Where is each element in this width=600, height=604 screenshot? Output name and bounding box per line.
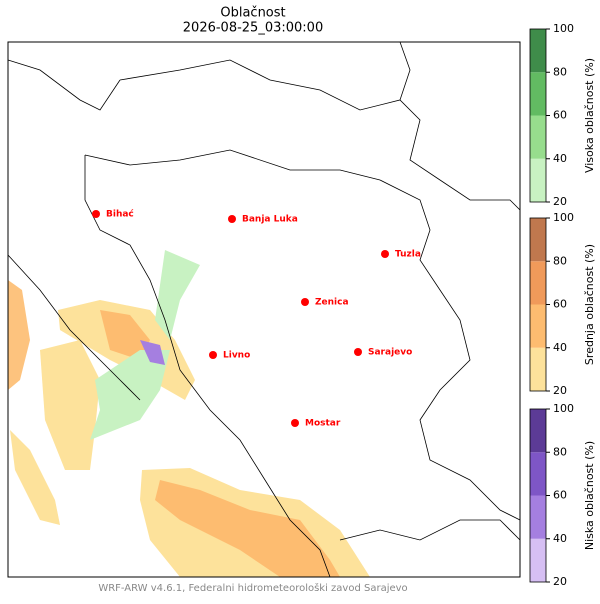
- footer: WRF-ARW v4.6.1, Federalni hidrometeorolo…: [98, 582, 407, 594]
- colorbar-tick-label: 100: [553, 211, 574, 224]
- colorbar-band: [530, 495, 546, 539]
- city-marker: [381, 250, 389, 258]
- title: Oblačnost: [220, 6, 285, 21]
- cloud-area: [8, 280, 30, 390]
- colorbar-tick-label: 20: [553, 575, 567, 588]
- border: [84, 149, 521, 521]
- colorbar-band: [530, 409, 546, 453]
- city-marker: [301, 298, 309, 306]
- city-label: Sarajevo: [368, 348, 412, 358]
- cloud-areas: [8, 250, 370, 577]
- city-label: Bihać: [106, 209, 134, 220]
- colorbar-band: [530, 347, 546, 391]
- cloud-area: [100, 310, 150, 360]
- border: [7, 59, 121, 111]
- colorbar-band: [530, 115, 546, 159]
- cloud-area: [40, 340, 100, 470]
- colorbar-band: [530, 158, 546, 202]
- colorbar-label: Niska oblačnost (%): [583, 441, 596, 550]
- city-label: Tuzla: [395, 250, 421, 260]
- borders: [7, 41, 521, 578]
- colorbar-tick-label: 60: [553, 298, 567, 311]
- coastline: [7, 254, 141, 401]
- border: [339, 519, 521, 541]
- colorbar-tick-label: 20: [553, 384, 567, 397]
- city-label: Zenica: [315, 298, 349, 308]
- city-marker: [354, 348, 362, 356]
- city-marker: [291, 419, 299, 427]
- colorbar-tick-label: 100: [553, 402, 574, 415]
- cloud-area: [155, 250, 200, 340]
- colorbar-band: [530, 452, 546, 496]
- colorbar-tick-label: 80: [553, 445, 567, 458]
- colorbar-tick-label: 40: [553, 152, 567, 165]
- map-frame: [7, 41, 521, 578]
- colorbar-band: [530, 29, 546, 73]
- colorbar-label: Srednja oblačnost (%): [583, 244, 596, 365]
- city-label: Livno: [223, 351, 250, 361]
- colorbar-tick-label: 80: [553, 254, 567, 267]
- colorbar-tick-label: 60: [553, 489, 567, 502]
- cloud-area: [90, 350, 170, 440]
- cloud-area: [155, 480, 340, 577]
- city-marker: [209, 351, 217, 359]
- city-marker: [228, 215, 236, 223]
- colorbar-band: [530, 218, 546, 262]
- colorbar-band: [530, 538, 546, 582]
- colorbar-tick-label: 100: [553, 22, 574, 35]
- city-label: Banja Luka: [242, 215, 298, 225]
- border: [119, 59, 521, 211]
- city-label: Mostar: [305, 419, 341, 429]
- cloud-area: [140, 340, 165, 365]
- colorbar-band: [530, 304, 546, 348]
- city-marker: [92, 210, 100, 218]
- colorbar-tick-label: 60: [553, 109, 567, 122]
- border: [84, 155, 331, 578]
- colorbar-tick-label: 40: [553, 532, 567, 545]
- colorbar-label: Visoka oblačnost (%): [583, 58, 596, 173]
- subtitle: 2026-08-25_03:00:00: [183, 21, 323, 36]
- cloud-area: [10, 430, 60, 525]
- colorbar-tick-label: 80: [553, 65, 567, 78]
- colorbar-tick-label: 20: [553, 195, 567, 208]
- colorbar-band: [530, 72, 546, 116]
- colorbar-band: [530, 261, 546, 305]
- colorbar-tick-label: 40: [553, 341, 567, 354]
- border: [399, 41, 411, 101]
